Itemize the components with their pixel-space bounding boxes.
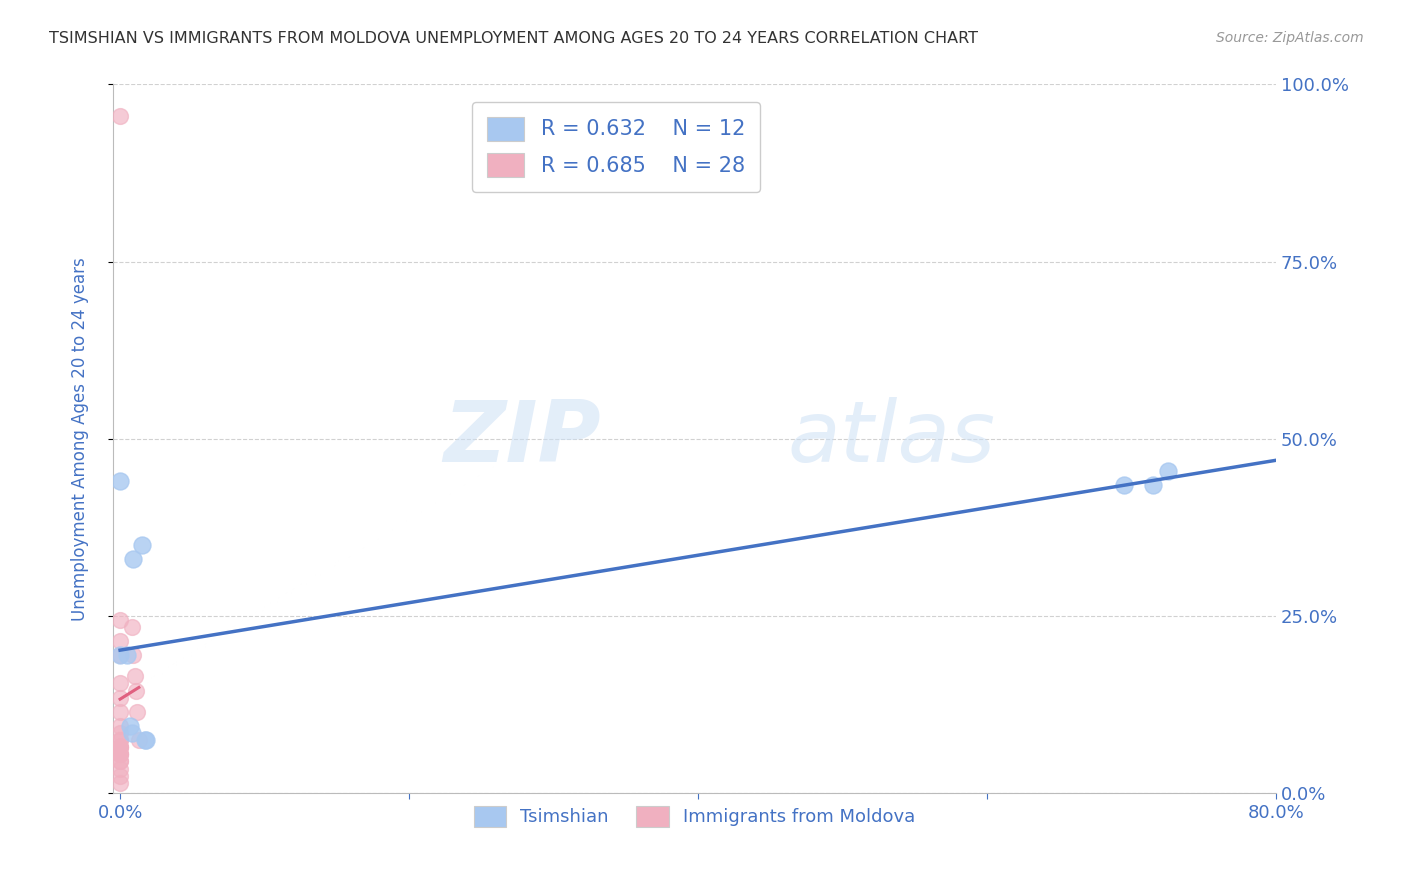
Point: [117, 648, 139, 662]
Point: [108, 740, 131, 755]
Point: [108, 648, 131, 662]
Point: [108, 747, 131, 762]
Point: [108, 676, 131, 690]
Text: ZIP: ZIP: [444, 398, 602, 481]
Point: [108, 747, 131, 762]
Text: atlas: atlas: [787, 398, 995, 481]
Point: [1114, 478, 1136, 492]
Point: [135, 733, 157, 747]
Point: [121, 726, 143, 740]
Point: [108, 740, 131, 755]
Point: [108, 109, 131, 123]
Point: [108, 634, 131, 648]
Point: [108, 719, 131, 733]
Point: [108, 775, 131, 789]
Point: [108, 475, 131, 489]
Point: [108, 613, 131, 627]
Point: [108, 726, 131, 740]
Point: [108, 733, 131, 747]
Point: [108, 747, 131, 762]
Point: [134, 733, 156, 747]
Text: Source: ZipAtlas.com: Source: ZipAtlas.com: [1216, 31, 1364, 45]
Point: [108, 755, 131, 769]
Point: [122, 648, 145, 662]
Point: [128, 733, 150, 747]
Point: [122, 552, 145, 566]
Point: [124, 669, 146, 683]
Point: [108, 648, 131, 662]
Point: [1142, 478, 1164, 492]
Legend: Tsimshian, Immigrants from Moldova: Tsimshian, Immigrants from Moldova: [467, 798, 922, 834]
Point: [1156, 464, 1178, 478]
Point: [131, 538, 153, 552]
Point: [108, 755, 131, 769]
Point: [120, 719, 142, 733]
Point: [125, 683, 148, 698]
Text: ZIPatlas: ZIPatlas: [530, 395, 859, 475]
Point: [108, 733, 131, 747]
Point: [108, 740, 131, 755]
Point: [127, 705, 149, 719]
Point: [108, 762, 131, 776]
Point: [108, 705, 131, 719]
Text: TSIMSHIAN VS IMMIGRANTS FROM MOLDOVA UNEMPLOYMENT AMONG AGES 20 TO 24 YEARS CORR: TSIMSHIAN VS IMMIGRANTS FROM MOLDOVA UNE…: [49, 31, 979, 46]
Y-axis label: Unemployment Among Ages 20 to 24 years: Unemployment Among Ages 20 to 24 years: [72, 257, 89, 621]
Point: [108, 769, 131, 783]
Point: [108, 690, 131, 705]
Point: [121, 620, 143, 634]
